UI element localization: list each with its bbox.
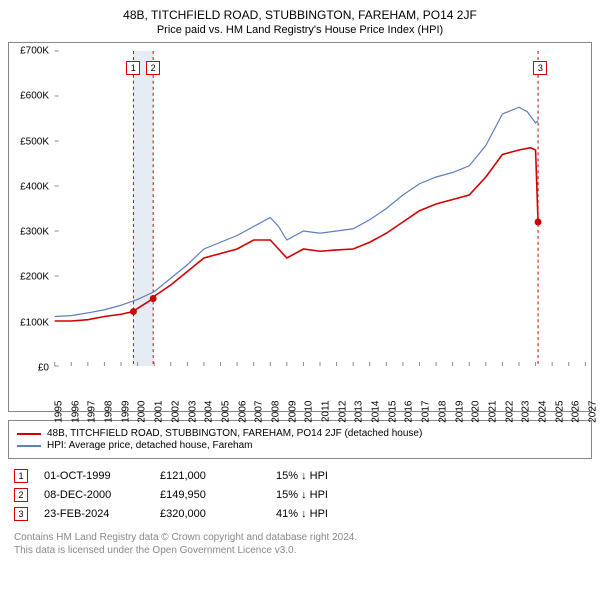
x-tick: 1995: [54, 401, 65, 423]
legend-label-hpi: HPI: Average price, detached house, Fare…: [47, 440, 253, 451]
x-tick: 2012: [337, 401, 348, 423]
legend: 48B, TITCHFIELD ROAD, STUBBINGTON, FAREH…: [8, 420, 592, 459]
legend-swatch-hpi: [17, 445, 41, 447]
x-tick: 2014: [371, 401, 382, 423]
x-tick: 1997: [87, 401, 98, 423]
x-tick: 2017: [421, 401, 432, 423]
chart-area: £0 £100K £200K £300K £400K £500K £600K £700K 12…: [8, 42, 592, 412]
transaction-price: £121,000: [160, 470, 260, 482]
x-tick: 2018: [437, 401, 448, 423]
plot-region: 12 3: [54, 51, 586, 366]
transaction-delta: 41% ↓ HPI: [276, 508, 356, 520]
x-tick: 2007: [254, 401, 265, 423]
plot-svg: [54, 51, 586, 366]
x-tick: 2006: [237, 401, 248, 423]
legend-row-price-paid: 48B, TITCHFIELD ROAD, STUBBINGTON, FAREH…: [17, 428, 583, 439]
marker-box-2: 2: [146, 61, 160, 75]
x-tick: 2013: [354, 401, 365, 423]
transaction-marker: 1: [14, 469, 28, 483]
legend-swatch-price-paid: [17, 433, 41, 435]
x-tick: 2003: [187, 401, 198, 423]
y-tick: £700K: [20, 46, 49, 57]
y-tick: £500K: [20, 136, 49, 147]
x-tick: 2024: [538, 401, 549, 423]
chart-subtitle: Price paid vs. HM Land Registry's House …: [8, 24, 592, 36]
y-axis: £0£100K£200K£300K£400K£500K£600K£700K: [9, 51, 54, 366]
x-tick: 2025: [554, 401, 565, 423]
chart-title: 48B, TITCHFIELD ROAD, STUBBINGTON, FAREH…: [8, 8, 592, 22]
x-tick: 2026: [571, 401, 582, 423]
legend-label-price-paid: 48B, TITCHFIELD ROAD, STUBBINGTON, FAREH…: [47, 428, 422, 439]
x-axis: 1995199619971998199920002001200220032004…: [54, 366, 586, 411]
x-tick: 2021: [488, 401, 499, 423]
footer-line2: This data is licensed under the Open Gov…: [14, 544, 586, 557]
x-tick: 2011: [320, 401, 331, 423]
footer: Contains HM Land Registry data © Crown c…: [8, 531, 592, 557]
y-tick: £0: [38, 363, 49, 374]
x-tick: 2010: [304, 401, 315, 423]
transaction-date: 01-OCT-1999: [44, 470, 144, 482]
x-tick: 1996: [70, 401, 81, 423]
x-tick: 2027: [588, 401, 599, 423]
transaction-marker: 2: [14, 488, 28, 502]
transaction-delta: 15% ↓ HPI: [276, 470, 356, 482]
y-tick: £600K: [20, 91, 49, 102]
x-tick: 2004: [204, 401, 215, 423]
x-tick: 2023: [521, 401, 532, 423]
y-tick: £300K: [20, 227, 49, 238]
x-tick: 2008: [271, 401, 282, 423]
x-tick: 1998: [104, 401, 115, 423]
transaction-date: 08-DEC-2000: [44, 489, 144, 501]
transaction-delta: 15% ↓ HPI: [276, 489, 356, 501]
x-tick: 2015: [387, 401, 398, 423]
transaction-price: £149,950: [160, 489, 260, 501]
marker-box-1: 1: [126, 61, 140, 75]
x-tick: 2000: [137, 401, 148, 423]
marker-box-3: 3: [533, 61, 547, 75]
x-tick: 2020: [471, 401, 482, 423]
transaction-date: 23-FEB-2024: [44, 508, 144, 520]
transaction-row: 2 08-DEC-2000 £149,950 15% ↓ HPI: [14, 488, 586, 502]
footer-line1: Contains HM Land Registry data © Crown c…: [14, 531, 586, 544]
transaction-price: £320,000: [160, 508, 260, 520]
transaction-row: 1 01-OCT-1999 £121,000 15% ↓ HPI: [14, 469, 586, 483]
x-tick: 2002: [170, 401, 181, 423]
transaction-marker: 3: [14, 507, 28, 521]
x-tick: 2016: [404, 401, 415, 423]
x-tick: 1999: [120, 401, 131, 423]
transactions-table: 1 01-OCT-1999 £121,000 15% ↓ HPI 2 08-DEC-200…: [8, 469, 592, 521]
legend-row-hpi: HPI: Average price, detached house, Fare…: [17, 440, 583, 451]
y-tick: £200K: [20, 272, 49, 283]
y-tick: £100K: [20, 317, 49, 328]
x-tick: 2001: [154, 401, 165, 423]
x-tick: 2005: [221, 401, 232, 423]
x-tick: 2019: [454, 401, 465, 423]
x-tick: 2009: [287, 401, 298, 423]
transaction-row: 3 23-FEB-2024 £320,000 41% ↓ HPI: [14, 507, 586, 521]
y-tick: £400K: [20, 181, 49, 192]
x-tick: 2022: [504, 401, 515, 423]
